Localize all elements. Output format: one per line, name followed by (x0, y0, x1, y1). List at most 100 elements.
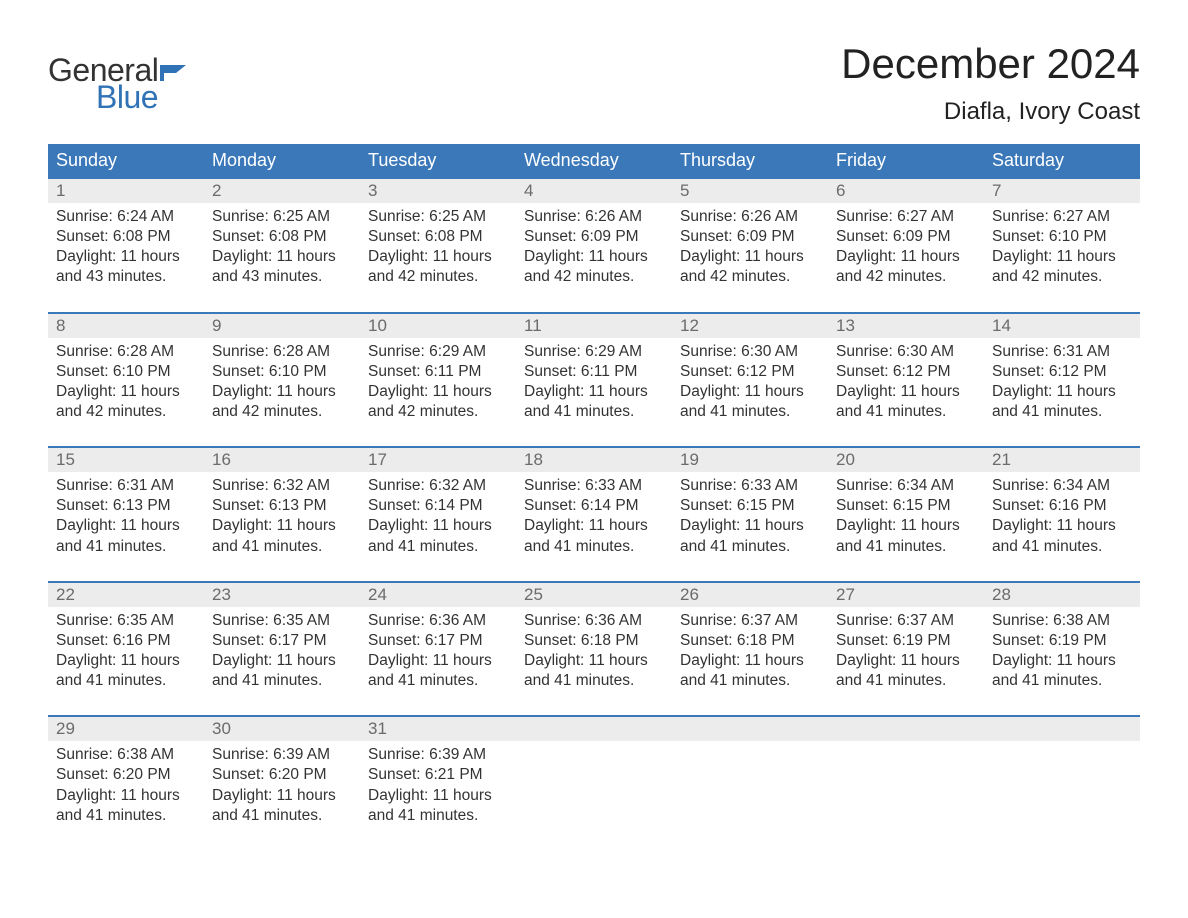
brand-logo: General Blue (48, 52, 190, 116)
sunset-text: Sunset: 6:13 PM (212, 496, 352, 516)
sunset-text: Sunset: 6:11 PM (524, 362, 664, 382)
sunrise-text: Sunrise: 6:25 AM (368, 207, 508, 227)
daylight-text-1: Daylight: 11 hours (212, 651, 352, 671)
day-cell: Sunrise: 6:36 AMSunset: 6:18 PMDaylight:… (516, 607, 672, 698)
day-cell (828, 741, 984, 832)
daylight-text-1: Daylight: 11 hours (836, 516, 976, 536)
day-number: 20 (828, 448, 984, 472)
day-cell (672, 741, 828, 832)
weeks-container: 1234567Sunrise: 6:24 AMSunset: 6:08 PMDa… (48, 177, 1140, 832)
sunset-text: Sunset: 6:09 PM (680, 227, 820, 247)
daylight-text-2: and 42 minutes. (212, 402, 352, 422)
daylight-text-2: and 42 minutes. (836, 267, 976, 287)
day-number: 29 (48, 717, 204, 741)
sunrise-text: Sunrise: 6:24 AM (56, 207, 196, 227)
day-content-row: Sunrise: 6:35 AMSunset: 6:16 PMDaylight:… (48, 607, 1140, 698)
daylight-text-1: Daylight: 11 hours (368, 516, 508, 536)
day-cell: Sunrise: 6:33 AMSunset: 6:14 PMDaylight:… (516, 472, 672, 563)
daylight-text-2: and 42 minutes. (56, 402, 196, 422)
week-block: 293031Sunrise: 6:38 AMSunset: 6:20 PMDay… (48, 715, 1140, 832)
sunrise-text: Sunrise: 6:26 AM (680, 207, 820, 227)
day-number: 17 (360, 448, 516, 472)
daylight-text-1: Daylight: 11 hours (680, 516, 820, 536)
daylight-text-1: Daylight: 11 hours (56, 382, 196, 402)
sunset-text: Sunset: 6:12 PM (680, 362, 820, 382)
title-block: December 2024 Diafla, Ivory Coast (841, 40, 1140, 126)
day-number: 22 (48, 583, 204, 607)
day-number (984, 717, 1140, 741)
daylight-text-1: Daylight: 11 hours (680, 382, 820, 402)
day-cell (984, 741, 1140, 832)
daylight-text-1: Daylight: 11 hours (212, 516, 352, 536)
sunrise-text: Sunrise: 6:36 AM (368, 611, 508, 631)
day-number: 21 (984, 448, 1140, 472)
day-number: 25 (516, 583, 672, 607)
daylight-text-1: Daylight: 11 hours (680, 247, 820, 267)
sunset-text: Sunset: 6:10 PM (212, 362, 352, 382)
day-cell: Sunrise: 6:39 AMSunset: 6:20 PMDaylight:… (204, 741, 360, 832)
sunrise-text: Sunrise: 6:34 AM (992, 476, 1132, 496)
day-cell: Sunrise: 6:37 AMSunset: 6:19 PMDaylight:… (828, 607, 984, 698)
day-cell: Sunrise: 6:29 AMSunset: 6:11 PMDaylight:… (360, 338, 516, 429)
sunrise-text: Sunrise: 6:27 AM (836, 207, 976, 227)
sunrise-text: Sunrise: 6:39 AM (368, 745, 508, 765)
daylight-text-1: Daylight: 11 hours (992, 247, 1132, 267)
daylight-text-1: Daylight: 11 hours (212, 247, 352, 267)
week-block: 1234567Sunrise: 6:24 AMSunset: 6:08 PMDa… (48, 177, 1140, 294)
daylight-text-2: and 41 minutes. (212, 537, 352, 557)
day-number: 26 (672, 583, 828, 607)
sunset-text: Sunset: 6:09 PM (524, 227, 664, 247)
daylight-text-2: and 41 minutes. (992, 537, 1132, 557)
sunset-text: Sunset: 6:13 PM (56, 496, 196, 516)
sunset-text: Sunset: 6:16 PM (56, 631, 196, 651)
day-number: 23 (204, 583, 360, 607)
day-cell: Sunrise: 6:35 AMSunset: 6:16 PMDaylight:… (48, 607, 204, 698)
daylight-text-2: and 41 minutes. (836, 671, 976, 691)
sunset-text: Sunset: 6:16 PM (992, 496, 1132, 516)
sunset-text: Sunset: 6:14 PM (368, 496, 508, 516)
sunset-text: Sunset: 6:18 PM (680, 631, 820, 651)
daylight-text-1: Daylight: 11 hours (212, 382, 352, 402)
daylight-text-1: Daylight: 11 hours (56, 651, 196, 671)
page-header: General Blue December 2024 Diafla, Ivory… (48, 40, 1140, 126)
sunrise-text: Sunrise: 6:38 AM (992, 611, 1132, 631)
day-cell: Sunrise: 6:35 AMSunset: 6:17 PMDaylight:… (204, 607, 360, 698)
day-number: 4 (516, 179, 672, 203)
day-cell: Sunrise: 6:32 AMSunset: 6:14 PMDaylight:… (360, 472, 516, 563)
day-number: 28 (984, 583, 1140, 607)
day-cell: Sunrise: 6:27 AMSunset: 6:09 PMDaylight:… (828, 203, 984, 294)
sunrise-text: Sunrise: 6:25 AM (212, 207, 352, 227)
sunrise-text: Sunrise: 6:37 AM (836, 611, 976, 631)
daylight-text-2: and 42 minutes. (524, 267, 664, 287)
daylight-text-2: and 41 minutes. (836, 537, 976, 557)
weekday-header: Monday (204, 144, 360, 177)
day-cell: Sunrise: 6:30 AMSunset: 6:12 PMDaylight:… (828, 338, 984, 429)
sunrise-text: Sunrise: 6:35 AM (56, 611, 196, 631)
day-number: 24 (360, 583, 516, 607)
daylight-text-2: and 41 minutes. (836, 402, 976, 422)
daylight-text-1: Daylight: 11 hours (524, 247, 664, 267)
day-cell: Sunrise: 6:31 AMSunset: 6:13 PMDaylight:… (48, 472, 204, 563)
sunset-text: Sunset: 6:15 PM (680, 496, 820, 516)
sunset-text: Sunset: 6:10 PM (992, 227, 1132, 247)
sunset-text: Sunset: 6:15 PM (836, 496, 976, 516)
day-content-row: Sunrise: 6:38 AMSunset: 6:20 PMDaylight:… (48, 741, 1140, 832)
daylight-text-1: Daylight: 11 hours (992, 651, 1132, 671)
day-cell: Sunrise: 6:39 AMSunset: 6:21 PMDaylight:… (360, 741, 516, 832)
daylight-text-2: and 41 minutes. (56, 806, 196, 826)
day-number: 8 (48, 314, 204, 338)
weekday-header: Thursday (672, 144, 828, 177)
day-number: 27 (828, 583, 984, 607)
sunrise-text: Sunrise: 6:29 AM (368, 342, 508, 362)
day-number (516, 717, 672, 741)
day-cell: Sunrise: 6:27 AMSunset: 6:10 PMDaylight:… (984, 203, 1140, 294)
sunset-text: Sunset: 6:11 PM (368, 362, 508, 382)
sunrise-text: Sunrise: 6:32 AM (212, 476, 352, 496)
sunset-text: Sunset: 6:08 PM (212, 227, 352, 247)
sunset-text: Sunset: 6:17 PM (212, 631, 352, 651)
daylight-text-2: and 42 minutes. (368, 402, 508, 422)
sunrise-text: Sunrise: 6:33 AM (680, 476, 820, 496)
day-content-row: Sunrise: 6:24 AMSunset: 6:08 PMDaylight:… (48, 203, 1140, 294)
day-number: 30 (204, 717, 360, 741)
daylight-text-2: and 41 minutes. (680, 537, 820, 557)
